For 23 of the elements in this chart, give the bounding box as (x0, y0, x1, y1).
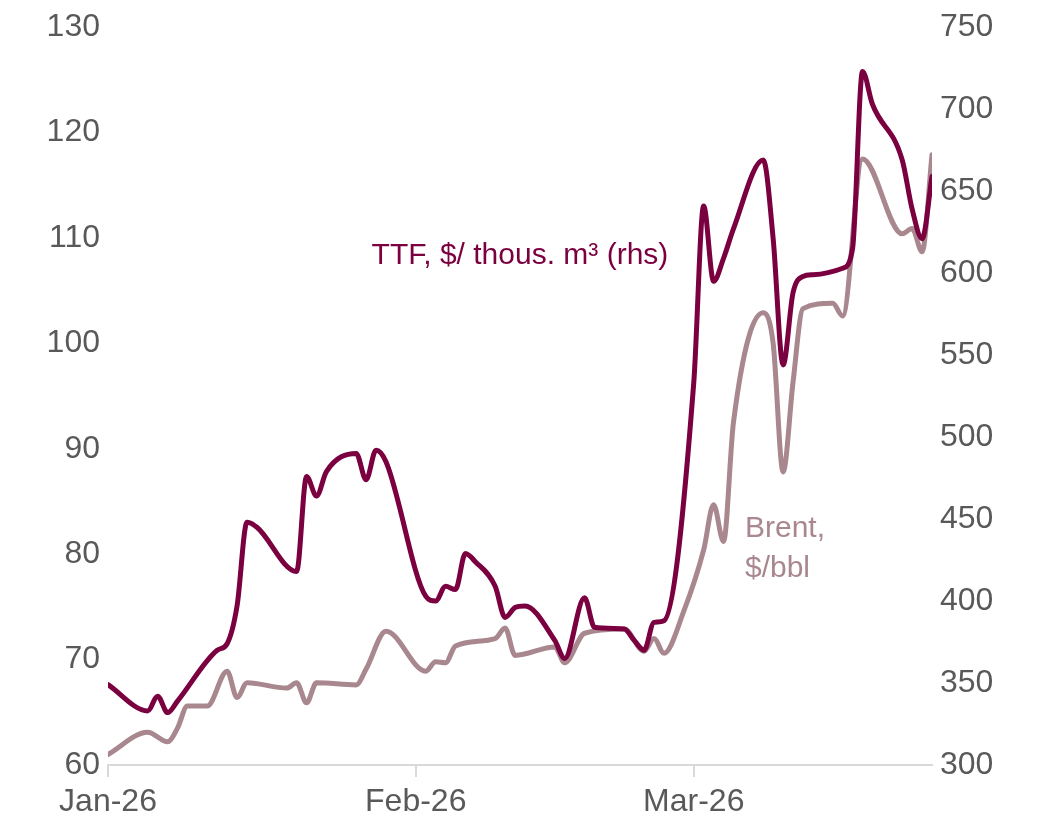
x-tick-label: Feb-26 (365, 782, 467, 819)
y2-tick-label: 400 (940, 580, 994, 617)
y2-tick-label: 600 (940, 252, 994, 289)
y2-tick-label: 300 (940, 744, 994, 781)
series-label: Brent, $/bbl (744, 510, 825, 584)
x-tick-label: Mar-26 (643, 782, 745, 819)
y2-tick-label: 700 (940, 89, 994, 126)
y2-tick-label: 500 (940, 416, 994, 453)
y-tick-label: 100 (46, 323, 100, 360)
y-tick-label: 110 (48, 217, 100, 254)
y-tick-label: 130 (46, 7, 100, 44)
y-tick-label: 90 (64, 428, 100, 465)
y2-tick-label: 450 (940, 498, 994, 535)
series-label: TTF, $/ thous. m³ (rhs) (371, 237, 669, 271)
y2-tick-label: 550 (940, 334, 994, 371)
y2-tick-label: 650 (940, 170, 994, 207)
y-tick-label: 60 (64, 744, 100, 781)
y2-tick-label: 750 (940, 7, 994, 44)
y-tick-label: 80 (64, 534, 100, 571)
y-tick-label: 120 (46, 112, 100, 149)
x-tick-label: Jan-26 (59, 782, 157, 819)
y-tick-label: 70 (64, 639, 100, 676)
y2-tick-label: 350 (940, 662, 994, 699)
